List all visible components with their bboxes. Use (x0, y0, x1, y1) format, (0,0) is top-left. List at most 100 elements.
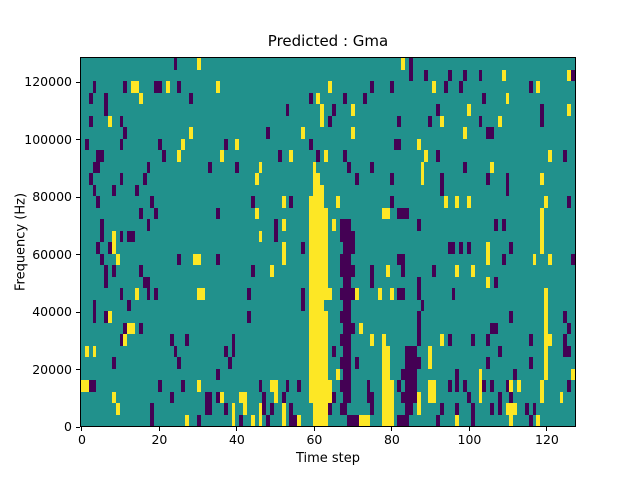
x-axis-label: Time step (295, 451, 361, 466)
heatmap-cell (436, 104, 440, 116)
heatmap-cell (111, 357, 116, 369)
heatmap-cell (138, 265, 143, 277)
heatmap-cell (405, 403, 413, 415)
heatmap-cell (208, 161, 213, 173)
heatmap-cell (196, 414, 201, 426)
heatmap-cell (447, 242, 456, 254)
heatmap-cell (416, 138, 421, 150)
heatmap-cell (405, 380, 417, 392)
heatmap-cell (382, 345, 390, 380)
heatmap-cell (509, 414, 514, 426)
heatmap-cell (281, 196, 286, 208)
heatmap-cell (127, 322, 136, 334)
heatmap-cell (540, 380, 545, 403)
heatmap-cell (463, 380, 467, 392)
heatmap-cell (146, 288, 151, 300)
heatmap-cell (270, 380, 278, 392)
y-tick (76, 81, 80, 83)
heatmap-cell (424, 150, 429, 162)
heatmap-cell (96, 196, 101, 208)
heatmap-cell (196, 58, 201, 70)
heatmap-cell (466, 391, 471, 403)
heatmap-cell (281, 414, 286, 426)
heatmap-cell (343, 322, 356, 334)
heatmap-cell (466, 242, 471, 254)
heatmap-cell (490, 380, 494, 392)
heatmap-cell (455, 403, 460, 415)
x-tick (546, 427, 548, 431)
y-tick-label: 60000 (32, 246, 72, 262)
y-axis-label: Frequency (Hz) (13, 192, 29, 292)
heatmap-cell (270, 403, 274, 415)
heatmap-cell (154, 288, 159, 300)
heatmap-cell (231, 403, 236, 415)
heatmap-cell (108, 311, 112, 323)
heatmap-cell (509, 380, 514, 392)
heatmap-cell (567, 196, 572, 208)
heatmap-cell (100, 230, 105, 242)
heatmap-cell (258, 230, 263, 242)
y-tick (76, 311, 80, 313)
heatmap-cell (162, 150, 166, 162)
heatmap-cell (339, 357, 352, 369)
heatmap-cell (343, 276, 352, 288)
heatmap-cell (92, 161, 101, 173)
heatmap-cell (119, 288, 124, 300)
heatmap-cell (439, 173, 444, 185)
x-tick (81, 427, 83, 431)
heatmap-cell (111, 230, 116, 242)
heatmap-cell (142, 173, 147, 185)
heatmap-cell (331, 391, 336, 403)
heatmap-cell (223, 345, 228, 357)
heatmap-cell (490, 161, 494, 173)
heatmap-cell (177, 81, 182, 93)
heatmap-cell (528, 334, 533, 346)
heatmap-cell (169, 334, 174, 346)
y-tick-label: 100000 (24, 131, 72, 147)
heatmap-cell (540, 104, 545, 127)
heatmap-cell (273, 219, 278, 242)
heatmap-cell (567, 322, 572, 334)
heatmap-cell (104, 265, 109, 277)
heatmap-cell (308, 92, 313, 104)
heatmap-cell (324, 150, 328, 162)
heatmap-cell (571, 253, 575, 265)
heatmap-cell (277, 150, 282, 162)
heatmap-cell (351, 127, 356, 139)
heatmap-cell (540, 207, 545, 254)
heatmap-cell (239, 391, 247, 403)
heatmap-cell (563, 150, 568, 162)
heatmap-cell (482, 380, 487, 392)
heatmap-cell (169, 391, 174, 403)
heatmap-cell (92, 311, 97, 323)
heatmap-cell (231, 345, 236, 357)
heatmap-cell (547, 334, 552, 346)
heatmap-cell (254, 207, 259, 219)
heatmap-cell (366, 391, 375, 403)
heatmap-cell (231, 334, 236, 346)
heatmap-cell (389, 196, 394, 208)
heatmap-cell (478, 69, 483, 81)
heatmap-cell (331, 345, 336, 357)
heatmap-cell (559, 391, 564, 403)
heatmap-cell (505, 403, 518, 415)
heatmap-cell (528, 81, 533, 93)
y-tick-label: 0 (64, 419, 72, 434)
heatmap-cell (297, 414, 301, 426)
heatmap-cell (173, 345, 178, 357)
heatmap-cell (92, 184, 97, 196)
heatmap-cell (185, 334, 190, 346)
heatmap-cell (401, 368, 417, 380)
heatmap-cell (204, 391, 213, 415)
heatmap-cell (486, 334, 491, 346)
heatmap-cell (181, 138, 186, 150)
heatmap-cell (513, 368, 518, 380)
heatmap-cell (443, 196, 448, 208)
heatmap-cell (339, 403, 348, 415)
heatmap-cell (455, 265, 460, 277)
heatmap-cell (524, 403, 529, 415)
heatmap-cell (339, 380, 352, 392)
heatmap-cell (158, 138, 163, 150)
heatmap-cell (88, 115, 93, 127)
heatmap-cell (111, 265, 116, 277)
